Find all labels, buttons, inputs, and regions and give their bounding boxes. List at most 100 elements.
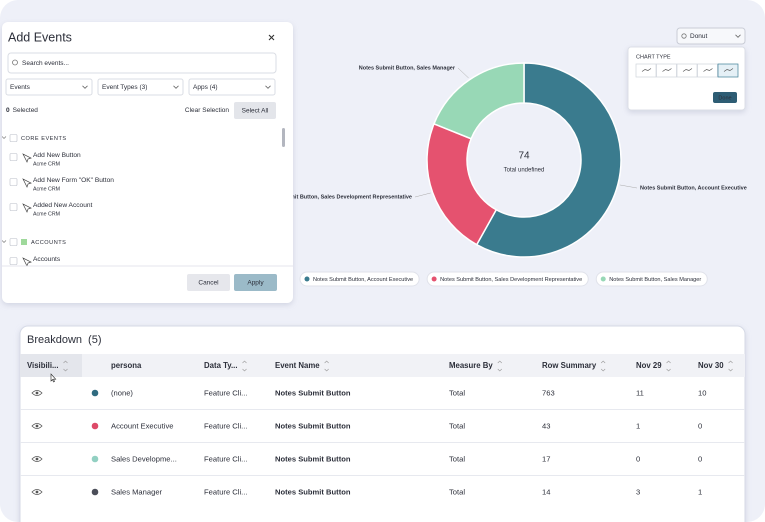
clear-selection[interactable]: Clear Selection bbox=[185, 107, 229, 114]
close-button[interactable] bbox=[268, 34, 275, 41]
table-cell[interactable]: Notes Submit Button bbox=[275, 389, 351, 398]
table-cell: Feature Cli... bbox=[204, 389, 247, 398]
sort-icon bbox=[242, 360, 247, 372]
table-cell: 1 bbox=[698, 488, 702, 497]
chevron-icon bbox=[82, 85, 88, 89]
table-cell: Feature Cli... bbox=[204, 455, 247, 464]
item-checkbox[interactable] bbox=[9, 257, 18, 265]
done-button[interactable] bbox=[713, 92, 737, 103]
column-header[interactable]: Measure By bbox=[449, 361, 493, 370]
group-checkbox[interactable] bbox=[9, 238, 18, 246]
legend-swatch bbox=[304, 276, 310, 282]
item-name: Added New Account bbox=[33, 202, 93, 209]
selected-label: Selected bbox=[13, 107, 39, 114]
label-leader bbox=[619, 184, 638, 189]
table-cell: 3 bbox=[636, 488, 640, 497]
legend-label: Notes Submit Button, Account Executive bbox=[313, 277, 413, 283]
visibility-pupil bbox=[35, 391, 39, 395]
visibility-icon[interactable] bbox=[31, 489, 43, 495]
persona-dot bbox=[91, 389, 99, 397]
item-icon bbox=[22, 257, 32, 266]
visibility-icon[interactable] bbox=[31, 390, 43, 396]
item-icon bbox=[22, 178, 32, 188]
sort-icon bbox=[324, 360, 329, 372]
persona-dot bbox=[91, 488, 99, 496]
label-leader bbox=[457, 67, 469, 79]
chart-type-option[interactable] bbox=[697, 63, 718, 78]
slice-label: Notes Submit Button, Account Executive bbox=[640, 185, 747, 191]
chart-type-option[interactable] bbox=[676, 63, 698, 78]
legend-label: Notes Submit Button, Sales Development R… bbox=[440, 277, 582, 283]
table-cell: 763 bbox=[542, 389, 555, 398]
sort-icon bbox=[666, 360, 671, 372]
header-row bbox=[20, 354, 745, 377]
chart-type-icon bbox=[641, 68, 652, 72]
search-box[interactable] bbox=[7, 52, 277, 74]
breakdown-card: Breakdown (5) Visibili... persona Data Ty...… bbox=[19, 325, 746, 522]
table-cell: Total bbox=[449, 488, 465, 497]
chart-type-option[interactable] bbox=[656, 63, 677, 78]
group-name: CORE EVENTS bbox=[21, 136, 67, 142]
item-icon bbox=[22, 153, 32, 163]
filter-select[interactable] bbox=[97, 78, 184, 96]
item-checkbox[interactable] bbox=[9, 178, 18, 186]
table-cell: 0 bbox=[636, 455, 640, 464]
item-checkbox[interactable] bbox=[9, 153, 18, 161]
item-name: Add New Form "OK" Button bbox=[33, 177, 114, 184]
chart-type-option[interactable] bbox=[635, 63, 657, 78]
table-cell[interactable]: Notes Submit Button bbox=[275, 422, 351, 431]
visibility-icon[interactable] bbox=[31, 423, 43, 429]
item-icon bbox=[22, 203, 32, 213]
slice-label: Notes Submit Button, Sales Development R… bbox=[263, 194, 412, 200]
center-value: 74 bbox=[518, 151, 530, 162]
select-all-button[interactable] bbox=[234, 102, 276, 119]
item-checkbox[interactable] bbox=[9, 203, 18, 211]
column-header[interactable]: Nov 30 bbox=[698, 361, 724, 370]
chart-area: Donut CHART TYPE Done Notes Submit Button, … bbox=[263, 27, 747, 287]
group-name: ACCOUNTS bbox=[31, 240, 66, 246]
chart-type-dropdown[interactable] bbox=[676, 27, 746, 45]
chevron-icon bbox=[265, 85, 271, 89]
visibility-icon[interactable] bbox=[31, 456, 43, 462]
column-header[interactable]: persona bbox=[111, 361, 142, 370]
column-header[interactable]: Data Ty... bbox=[204, 361, 238, 370]
visibility-pupil bbox=[35, 424, 39, 428]
visibility-pupil bbox=[35, 490, 39, 494]
breakdown-count: (5) bbox=[88, 334, 101, 346]
column-header[interactable]: Event Name bbox=[275, 361, 320, 370]
group-checkbox[interactable] bbox=[9, 134, 18, 142]
table-cell: Account Executive bbox=[111, 422, 173, 431]
chart-type-option[interactable] bbox=[717, 63, 739, 78]
table-cell: 0 bbox=[698, 422, 702, 431]
sort-icon bbox=[497, 360, 502, 372]
column-header[interactable]: Visibili... bbox=[27, 361, 59, 370]
apply-button[interactable] bbox=[234, 274, 277, 291]
table-cell[interactable]: Notes Submit Button bbox=[275, 488, 351, 497]
legend-swatch bbox=[600, 276, 606, 282]
cancel-button[interactable] bbox=[187, 274, 230, 291]
legend-item bbox=[299, 271, 420, 287]
group-caret bbox=[2, 136, 7, 139]
label-leader bbox=[414, 192, 431, 198]
legend-label: Notes Submit Button, Sales Manager bbox=[609, 277, 701, 283]
apply-label: Apply bbox=[247, 280, 264, 287]
table-cell: 17 bbox=[542, 455, 550, 464]
table-cell: Sales Developme... bbox=[111, 455, 177, 464]
column-header[interactable]: Row Summary bbox=[542, 361, 597, 370]
sort-icon bbox=[728, 360, 733, 372]
chart-type-icon bbox=[703, 68, 713, 72]
center-label: Total undefined bbox=[504, 168, 545, 174]
item-app: Acme CRM bbox=[33, 211, 60, 217]
group-color bbox=[21, 239, 27, 245]
column-header[interactable]: Nov 29 bbox=[636, 361, 662, 370]
selected-count: 0 bbox=[6, 107, 10, 114]
filter-select[interactable] bbox=[5, 78, 93, 96]
table-cell: 0 bbox=[698, 455, 702, 464]
chart-type-icon bbox=[682, 68, 693, 72]
visibility-pupil bbox=[35, 457, 39, 461]
table-cell: Total bbox=[449, 389, 465, 398]
event-list: CORE EVENTS Add New Button Acme CRM Add New… bbox=[2, 134, 114, 266]
filter-select[interactable] bbox=[188, 78, 276, 96]
table-cell[interactable]: Notes Submit Button bbox=[275, 455, 351, 464]
